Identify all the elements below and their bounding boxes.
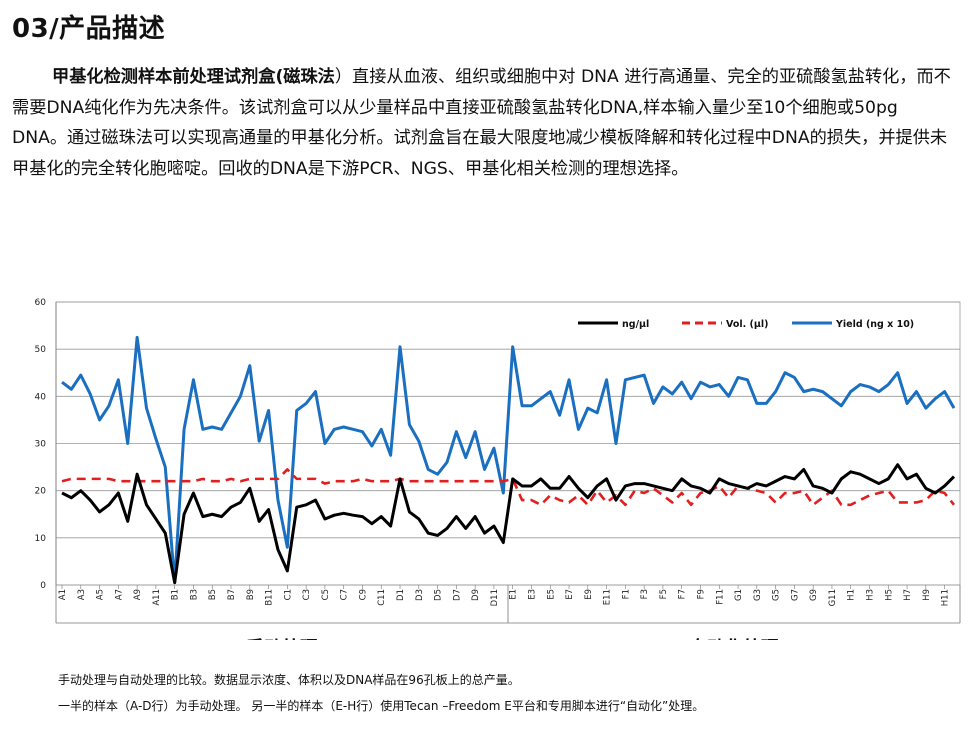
x-tick-label: C9 [358,589,368,600]
x-tick-label: H5 [884,589,894,601]
group-label-manual: 手动处理 [246,637,318,640]
x-tick-label: F5 [659,589,669,599]
x-tick-label: A9 [133,589,143,600]
x-tick-label: A5 [96,589,106,600]
x-tick-label: G11 [828,589,838,606]
series-line-0 [61,463,956,585]
x-tick-label: G1 [734,589,744,601]
x-tick-label: D3 [415,589,425,601]
x-tick-label: C7 [340,589,350,600]
x-tick-label: E7 [565,589,575,600]
y-tick-label: 20 [35,487,47,497]
x-tick-label: B7 [227,589,237,600]
product-description: 甲基化检测样本前处理试剂盒(磁珠法）直接从血液、组织或细胞中对 DNA 进行高通… [12,62,952,184]
x-tick-label: B11 [265,589,275,606]
x-tick-label: A1 [58,589,68,600]
x-tick-label: B3 [189,589,199,600]
chart-caption-2: 一半的样本（A-D行）为手动处理。 另一半的样本（E-H行）使用Tecan –F… [58,699,705,713]
x-tick-label: F1 [621,589,631,599]
comparison-line-chart: 0 10 20 30 40 50 60 A1 A3 A5 A7 A9 A11 B1 B3 B5 B7 B9 B11 C… [35,298,961,640]
x-tick-label: F7 [678,589,688,599]
series-line-2 [61,335,956,585]
x-tick-label: F9 [696,589,706,599]
series-line-1 [61,468,956,507]
x-tick-label: H9 [922,589,932,601]
x-tick-label: C3 [302,589,312,600]
x-tick-label: B9 [246,589,256,600]
y-tick-label: 30 [35,440,47,450]
x-tick-label: G3 [753,589,763,601]
product-name: 甲基化检测样本前处理试剂盒(磁珠法 [52,67,335,87]
x-tick-label: C5 [321,589,331,600]
x-tick-label: D5 [434,589,444,601]
chart-caption-1: 手动处理与自动处理的比较。数据显示浓度、体积以及DNA样品在96孔板上的总产量。 [58,673,520,687]
x-tick-label: E11 [603,589,613,605]
x-tick-label: D9 [471,589,481,601]
x-tick-label: G7 [790,589,800,601]
x-tick-label: G9 [809,589,819,601]
x-tick-label: A7 [114,589,124,600]
legend-label-2: Yield (ng x 10) [835,319,914,330]
y-tick-label: 0 [40,581,46,591]
x-tick-label: E1 [509,589,519,600]
x-tick-label: H7 [903,589,913,601]
section-title: 03/产品描述 [12,14,166,44]
x-tick-label: E3 [527,589,537,600]
x-tick-label: D1 [396,589,406,601]
x-tick-label: G5 [772,589,782,601]
description-body: ）直接从血液、组织或细胞中对 DNA 进行高通量、完全的亚硫酸氢盐转化，而不需要… [12,67,951,179]
x-tick-label: C11 [377,589,387,606]
x-tick-label: H1 [847,589,857,601]
x-tick-label: A3 [77,589,87,600]
legend-label-0: ng/µl [622,319,649,330]
x-tick-label: H11 [941,589,951,606]
x-tick-label: C1 [283,589,293,600]
x-tick-label: E9 [584,589,594,600]
x-tick-label: F3 [640,589,650,599]
legend-label-1: Vol. (µl) [726,319,768,330]
x-tick-label: B5 [208,589,218,600]
group-label-automated: 自动化处理 [689,637,779,640]
y-tick-label: 10 [35,534,47,544]
y-tick-label: 40 [35,392,47,402]
x-tick-label: B1 [171,589,181,600]
x-tick-label: D11 [490,589,500,606]
x-tick-label: D7 [452,589,462,601]
x-tick-label: H3 [865,589,875,601]
x-tick-label: F11 [715,589,725,605]
y-tick-label: 60 [35,298,47,308]
x-tick-label: A11 [152,589,162,606]
y-tick-label: 50 [35,345,47,355]
x-tick-label: E5 [546,589,556,600]
